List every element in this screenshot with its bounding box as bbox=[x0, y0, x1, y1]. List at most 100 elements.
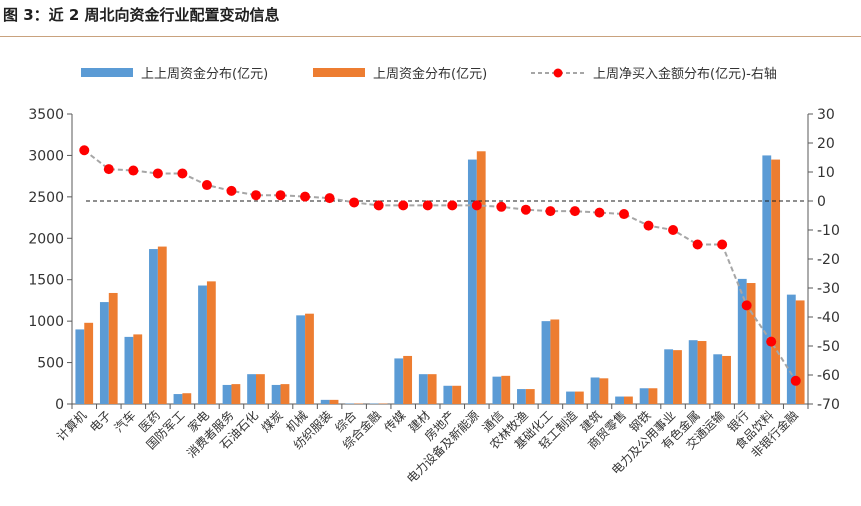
netbuy-point bbox=[177, 168, 188, 179]
bar-prev2 bbox=[639, 388, 649, 404]
bar-prev2 bbox=[713, 354, 723, 404]
netbuy-point bbox=[619, 209, 629, 220]
bar-prev2 bbox=[566, 391, 575, 404]
y-tick-label-right: 30 bbox=[817, 107, 835, 123]
y-tick-label-right: -60 bbox=[817, 368, 840, 384]
netbuy-point bbox=[373, 200, 384, 211]
y-tick-label-right: -10 bbox=[817, 223, 840, 239]
bar-prev2 bbox=[615, 396, 624, 404]
y-tick-label-right: -40 bbox=[817, 310, 840, 326]
bar-prev1 bbox=[403, 355, 413, 404]
y-tick-label-left: 1500 bbox=[28, 273, 64, 289]
bar-prev1 bbox=[133, 334, 143, 404]
bar-prev1 bbox=[476, 151, 486, 404]
bar-prev2 bbox=[590, 377, 600, 404]
bar-prev1 bbox=[182, 393, 192, 404]
y-tick-label-right: -70 bbox=[817, 397, 840, 413]
bar-prev1 bbox=[697, 341, 707, 404]
bar-prev1 bbox=[305, 313, 314, 404]
bar-prev1 bbox=[648, 388, 658, 404]
netbuy-point bbox=[790, 375, 801, 386]
bar-prev1 bbox=[108, 292, 118, 404]
legend-label-prev2: 上上周资金分布(亿元) bbox=[141, 66, 268, 82]
bar-prev2 bbox=[418, 374, 428, 404]
bar-prev2 bbox=[688, 340, 698, 404]
netbuy-point bbox=[422, 200, 433, 211]
bar-prev2 bbox=[467, 159, 477, 404]
y-tick-label-left: 1000 bbox=[28, 314, 64, 330]
y-tick-label-right: -50 bbox=[817, 339, 840, 355]
bar-prev1 bbox=[427, 374, 437, 404]
bar-prev1 bbox=[722, 355, 731, 404]
netbuy-point bbox=[300, 191, 311, 202]
bar-prev1 bbox=[84, 322, 94, 404]
bar-prev2 bbox=[198, 285, 207, 404]
legend-swatch-prev1 bbox=[313, 68, 365, 77]
bar-prev1 bbox=[206, 281, 216, 404]
netbuy-point bbox=[717, 239, 728, 250]
bar-prev1 bbox=[525, 389, 535, 404]
x-tick-label: 传媒 bbox=[381, 408, 409, 436]
legend-label-prev1: 上周资金分布(亿元) bbox=[373, 66, 487, 82]
bar-prev1 bbox=[624, 396, 633, 404]
bar-prev2 bbox=[124, 336, 134, 404]
bar-prev2 bbox=[149, 249, 158, 404]
netbuy-point bbox=[201, 180, 212, 191]
bar-prev2 bbox=[296, 315, 306, 404]
bar-prev1 bbox=[795, 300, 805, 404]
title-divider bbox=[0, 36, 861, 37]
bar-prev1 bbox=[746, 283, 756, 404]
bar-prev1 bbox=[157, 246, 167, 404]
legend: 上上周资金分布(亿元) 上周资金分布(亿元) 上周净买入金额分布(亿元)-右轴 bbox=[81, 66, 777, 82]
y-tick-label-left: 0 bbox=[55, 397, 64, 413]
netbuy-point bbox=[569, 206, 580, 217]
bar-prev2 bbox=[541, 321, 551, 404]
y-tick-label-right: 0 bbox=[817, 194, 826, 210]
bar-prev1 bbox=[452, 385, 462, 404]
bar-prev2 bbox=[99, 302, 109, 404]
bar-prev2 bbox=[394, 358, 404, 404]
bar-prev1 bbox=[329, 399, 339, 404]
netbuy-point bbox=[152, 168, 163, 179]
y-tick-label-right: 20 bbox=[817, 136, 835, 152]
y-tick-label-right: -30 bbox=[817, 281, 840, 297]
bar-prev2 bbox=[443, 385, 453, 404]
y-tick-label-right: -20 bbox=[817, 252, 840, 268]
bar-prev1 bbox=[771, 159, 781, 404]
y-tick-label-left: 2500 bbox=[28, 190, 64, 206]
bar-prev2 bbox=[320, 399, 330, 404]
x-tick-label: 电子 bbox=[87, 408, 114, 435]
netbuy-point bbox=[545, 206, 556, 217]
bar-prev2 bbox=[271, 384, 281, 404]
netbuy-point bbox=[79, 145, 90, 156]
netbuy-point bbox=[226, 185, 237, 196]
bar-prev1 bbox=[550, 319, 560, 404]
legend-marker-netbuy bbox=[553, 68, 563, 78]
netbuy-point bbox=[275, 190, 286, 201]
bar-prev2 bbox=[222, 384, 232, 404]
y-tick-label-left: 2000 bbox=[28, 231, 64, 247]
netbuy-point bbox=[251, 190, 261, 201]
y-tick-label-right: 10 bbox=[817, 165, 835, 181]
legend-label-netbuy: 上周净买入金额分布(亿元)-右轴 bbox=[593, 66, 777, 82]
bar-prev2 bbox=[173, 394, 183, 404]
netbuy-point bbox=[643, 220, 654, 231]
bar-prev2 bbox=[517, 389, 526, 404]
bar-prev2 bbox=[762, 155, 772, 404]
bar-prev2 bbox=[664, 349, 674, 404]
bar-prev1 bbox=[673, 350, 682, 404]
netbuy-point bbox=[471, 200, 482, 211]
bar-prev1 bbox=[256, 374, 265, 404]
bar-prev1 bbox=[501, 375, 511, 404]
netbuy-point bbox=[766, 336, 777, 347]
x-tick-label: 汽车 bbox=[111, 408, 139, 436]
bar-prev1 bbox=[574, 391, 584, 404]
netbuy-point bbox=[128, 165, 139, 176]
bar-prev2 bbox=[737, 278, 747, 404]
y-tick-label-left: 500 bbox=[37, 356, 64, 372]
netbuy-point bbox=[741, 300, 752, 311]
bar-prev1 bbox=[599, 378, 609, 404]
netbuy-point bbox=[594, 207, 605, 218]
y-tick-label-left: 3000 bbox=[28, 148, 64, 164]
